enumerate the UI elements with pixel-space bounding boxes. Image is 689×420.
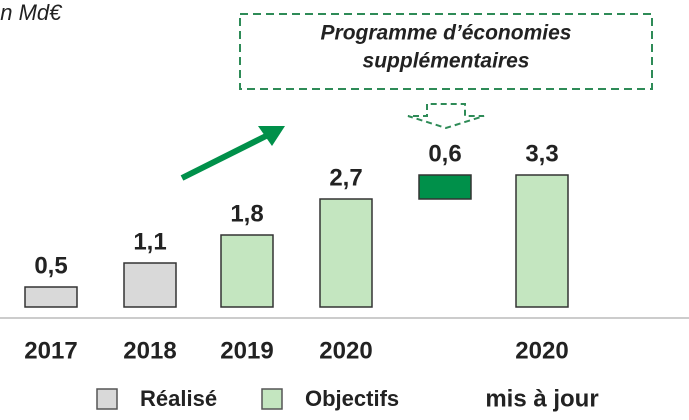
- annotation-line: supplémentaires: [363, 50, 530, 73]
- subtitle: en Md€: [0, 0, 63, 25]
- trend-arrow-head: [258, 126, 285, 146]
- bar: [220, 234, 274, 308]
- value-label: 2,7: [329, 164, 362, 191]
- x-tick-label: 2020: [515, 337, 568, 364]
- annotation-line: Programme d’économies: [321, 22, 572, 45]
- value-label: 1,8: [230, 200, 263, 227]
- legend-label: Objectifs: [305, 386, 399, 411]
- value-label: 1,1: [133, 228, 166, 255]
- value-label: 3,3: [525, 140, 558, 167]
- annotation-box: [239, 13, 653, 90]
- bar: [24, 286, 78, 308]
- x-tick-label: 2017: [24, 337, 77, 364]
- legend-label: Réalisé: [140, 386, 217, 411]
- value-label: 0,5: [34, 252, 67, 279]
- category-note: mis à jour: [485, 385, 598, 412]
- value-label: 0,6: [428, 140, 461, 167]
- annotation-arrow: [407, 103, 485, 130]
- legend-swatch: [261, 388, 283, 410]
- bar: [515, 174, 569, 308]
- legend-swatch: [96, 388, 118, 410]
- x-tick-label: 2019: [220, 337, 273, 364]
- bar: [123, 262, 177, 308]
- trend-arrow: [180, 132, 270, 181]
- x-tick-label: 2020: [319, 337, 372, 364]
- bar: [319, 198, 373, 308]
- bar: [418, 174, 472, 200]
- x-tick-label: 2018: [123, 337, 176, 364]
